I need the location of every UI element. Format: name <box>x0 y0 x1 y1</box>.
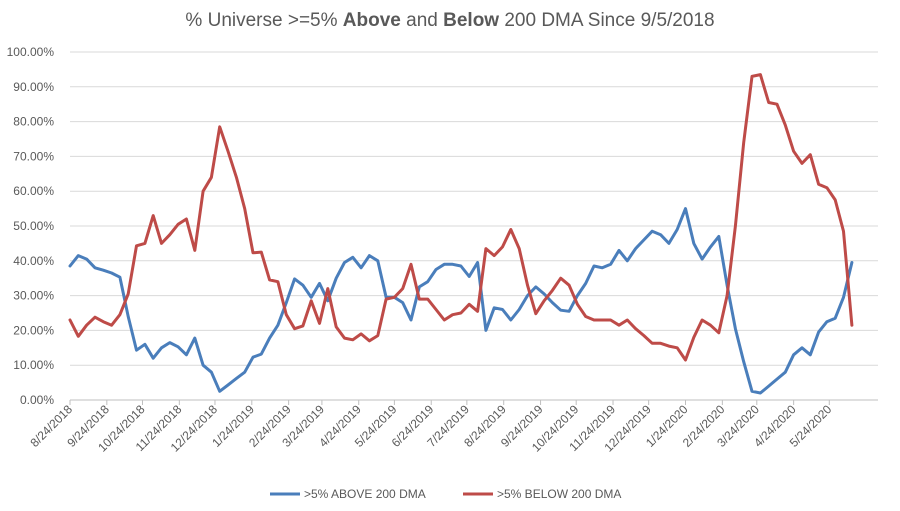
legend-label: >5% BELOW 200 DMA <box>497 487 621 501</box>
y-tick-label: 20.00% <box>13 323 54 337</box>
y-tick-label: 80.00% <box>13 115 54 129</box>
y-tick-label: 100.00% <box>7 45 55 59</box>
y-tick-label: 40.00% <box>13 254 54 268</box>
y-tick-label: 10.00% <box>13 358 54 372</box>
y-tick-label: 30.00% <box>13 289 54 303</box>
legend-label: >5% ABOVE 200 DMA <box>304 487 426 501</box>
y-tick-label: 50.00% <box>13 219 54 233</box>
y-tick-label: 0.00% <box>20 393 54 407</box>
y-axis-ticks: 0.00% 10.00% 20.00% 30.00% 40.00% 50.00% 60.00… <box>7 45 55 407</box>
y-tick-label: 60.00% <box>13 184 54 198</box>
chart-title: % Universe >=5% Above and Below 200 DMA … <box>185 10 714 31</box>
series-line-1 <box>68 207 854 395</box>
y-tick-label: 90.00% <box>13 80 54 94</box>
y-tick-label: 70.00% <box>13 149 54 163</box>
series-lines <box>68 73 854 395</box>
series-line-2 <box>68 73 854 362</box>
legend: >5% ABOVE 200 DMA >5% BELOW 200 DMA <box>270 487 621 501</box>
x-axis-ticks: 8/24/20189/24/201810/24/201811/24/201812… <box>27 400 835 455</box>
